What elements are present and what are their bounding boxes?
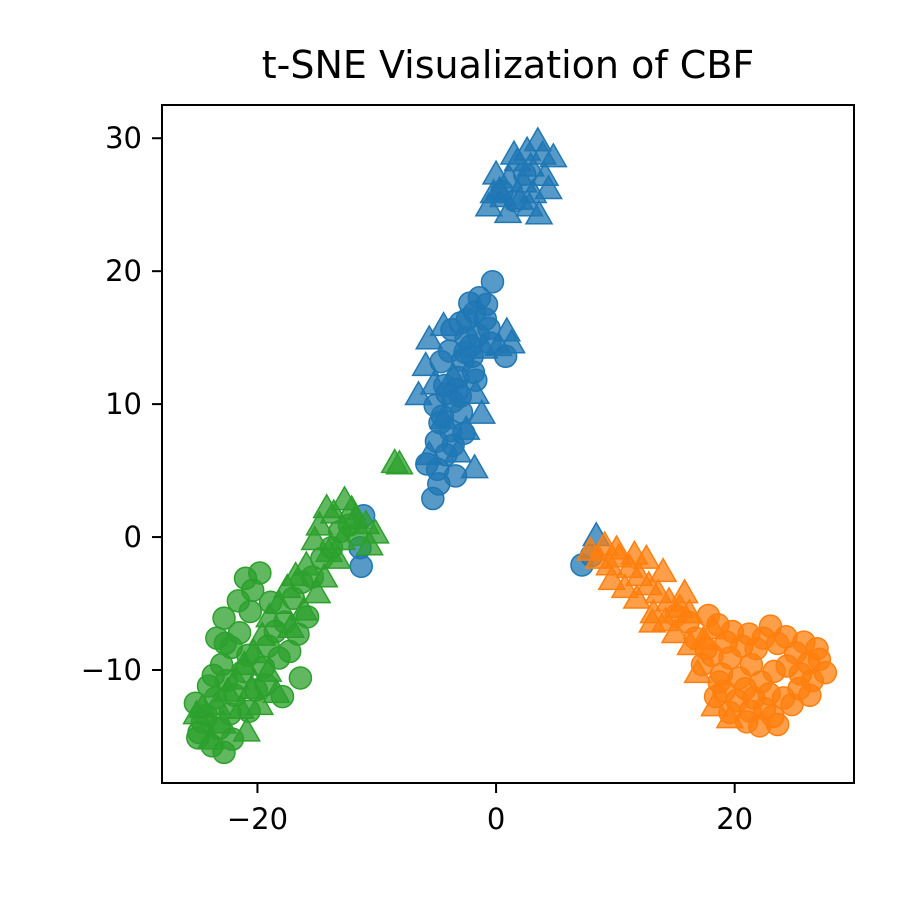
data-point-circle xyxy=(805,636,829,661)
data-point-triangle xyxy=(196,724,226,750)
data-point-triangle xyxy=(638,607,667,633)
data-point-circle xyxy=(788,662,813,686)
data-point-triangle xyxy=(460,453,489,479)
data-point-triangle xyxy=(264,589,294,615)
data-point-triangle xyxy=(648,557,678,583)
data-point-triangle xyxy=(493,198,523,224)
data-point-triangle xyxy=(515,191,544,217)
data-point-triangle xyxy=(419,369,449,395)
data-point-triangle xyxy=(300,525,330,551)
data-point-triangle xyxy=(479,178,508,204)
data-point-triangle xyxy=(597,565,627,591)
data-point-triangle xyxy=(675,598,704,624)
data-point-triangle xyxy=(620,539,649,565)
data-point-triangle xyxy=(590,530,619,556)
data-point-circle xyxy=(212,606,236,630)
data-point-triangle xyxy=(438,361,468,387)
data-point-triangle xyxy=(429,311,458,337)
data-point-circle xyxy=(742,686,766,710)
data-point-triangle xyxy=(245,690,275,716)
data-point-circle xyxy=(758,614,783,638)
data-point-triangle xyxy=(660,618,690,644)
data-point-triangle xyxy=(327,525,357,551)
data-point-circle xyxy=(707,670,731,694)
data-point-triangle xyxy=(443,437,473,463)
data-point-triangle xyxy=(289,595,319,621)
data-point-triangle xyxy=(323,543,352,569)
data-point-triangle xyxy=(272,573,302,599)
y-tick-label: −10 xyxy=(81,653,142,687)
data-point-triangle xyxy=(534,174,563,200)
y-tick-label: 0 xyxy=(124,520,142,554)
chart-title: t-SNE Visualization of CBF xyxy=(262,43,755,87)
data-point-triangle xyxy=(276,612,306,638)
data-point-triangle xyxy=(700,691,729,717)
data-point-triangle xyxy=(414,324,444,350)
data-point-triangle xyxy=(340,503,370,529)
data-point-circle xyxy=(226,589,251,613)
data-point-circle xyxy=(474,292,499,317)
y-tick-label: 10 xyxy=(105,387,142,421)
data-point-triangle xyxy=(683,658,712,684)
y-tick-label: 30 xyxy=(105,121,142,155)
data-point-triangle xyxy=(411,351,440,377)
data-point-triangle xyxy=(302,578,332,604)
data-point-triangle xyxy=(429,404,458,430)
data-point-circle xyxy=(480,270,505,294)
data-point-triangle xyxy=(208,708,238,734)
data-point-circle xyxy=(780,692,804,717)
data-point-triangle xyxy=(309,562,339,588)
data-point-triangle xyxy=(253,656,283,682)
data-point-triangle xyxy=(262,678,291,704)
data-points xyxy=(182,126,838,765)
data-point-triangle xyxy=(330,485,359,511)
data-point-triangle xyxy=(499,139,529,165)
data-point-circle xyxy=(213,631,237,656)
data-point-triangle xyxy=(461,378,491,404)
data-point-triangle xyxy=(698,614,728,640)
data-point-triangle xyxy=(539,142,568,168)
data-point-triangle xyxy=(355,530,384,556)
y-tick-label: 20 xyxy=(105,254,142,288)
data-point-triangle xyxy=(255,602,284,628)
data-point-triangle xyxy=(715,703,745,729)
data-point-circle xyxy=(288,666,313,690)
plot-area-frame xyxy=(161,104,855,784)
data-point-triangle xyxy=(385,449,414,475)
data-point-triangle xyxy=(182,699,211,725)
data-point-triangle xyxy=(530,160,560,186)
data-point-triangle xyxy=(232,716,262,742)
x-tick-label: 20 xyxy=(716,802,753,836)
x-tick-label: 0 xyxy=(487,802,505,836)
data-point-triangle xyxy=(213,676,242,702)
data-point-triangle xyxy=(237,674,266,700)
data-point-triangle xyxy=(467,398,497,424)
axis-ticks: −20 0 20 −10 0 10 20 30 xyxy=(81,121,753,836)
data-point-triangle xyxy=(492,316,522,342)
data-point-triangle xyxy=(670,578,699,604)
data-point-triangle xyxy=(247,620,277,646)
x-tick-label: −20 xyxy=(227,802,288,836)
data-point-circle xyxy=(201,663,226,688)
data-point-circle xyxy=(248,561,272,585)
data-point-circle xyxy=(455,307,480,331)
data-point-circle xyxy=(477,316,501,341)
data-point-triangle xyxy=(414,440,444,466)
data-point-triangle xyxy=(451,414,481,440)
